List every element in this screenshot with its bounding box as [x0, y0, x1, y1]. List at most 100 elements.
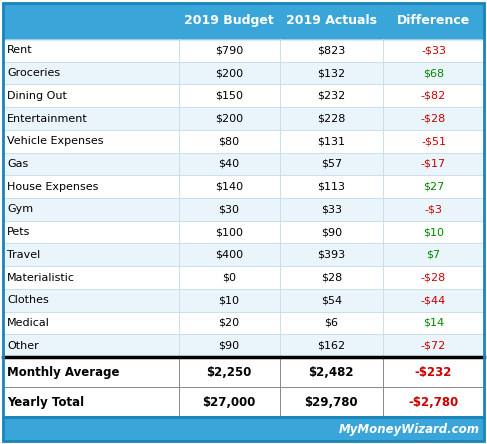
- Text: Groceries: Groceries: [7, 68, 60, 78]
- Bar: [179, 175, 280, 198]
- Text: $0: $0: [222, 273, 236, 282]
- Bar: [179, 312, 280, 334]
- Bar: [280, 266, 383, 289]
- Bar: [280, 153, 383, 175]
- Text: $790: $790: [215, 45, 243, 56]
- Text: $232: $232: [317, 91, 345, 101]
- Bar: [3, 334, 179, 357]
- Text: -$2,780: -$2,780: [409, 396, 459, 408]
- Bar: [3, 107, 179, 130]
- Bar: [3, 289, 179, 312]
- Bar: [3, 357, 179, 387]
- Bar: [383, 312, 484, 334]
- Bar: [3, 266, 179, 289]
- Text: Dining Out: Dining Out: [7, 91, 67, 101]
- Text: $140: $140: [215, 182, 243, 192]
- Bar: [3, 175, 179, 198]
- Bar: [280, 107, 383, 130]
- Bar: [179, 107, 280, 130]
- Text: 2019 Budget: 2019 Budget: [184, 15, 274, 28]
- Bar: [179, 221, 280, 243]
- Bar: [280, 312, 383, 334]
- Text: $40: $40: [219, 159, 240, 169]
- Text: $823: $823: [317, 45, 345, 56]
- Text: $29,780: $29,780: [304, 396, 358, 408]
- Text: $2,482: $2,482: [309, 365, 354, 378]
- Bar: [383, 387, 484, 417]
- Text: Other: Other: [7, 341, 39, 351]
- Bar: [280, 39, 383, 62]
- Text: $80: $80: [219, 136, 240, 146]
- Text: $113: $113: [318, 182, 345, 192]
- Bar: [383, 243, 484, 266]
- Bar: [280, 130, 383, 153]
- Text: $2,250: $2,250: [206, 365, 252, 378]
- Bar: [383, 62, 484, 84]
- Bar: [383, 334, 484, 357]
- Text: -$44: -$44: [421, 295, 446, 305]
- Bar: [3, 130, 179, 153]
- Bar: [280, 3, 383, 39]
- Bar: [179, 387, 280, 417]
- Text: $100: $100: [215, 227, 243, 237]
- Text: $14: $14: [423, 318, 444, 328]
- Bar: [3, 243, 179, 266]
- Bar: [383, 221, 484, 243]
- Bar: [3, 62, 179, 84]
- Bar: [280, 84, 383, 107]
- Bar: [280, 243, 383, 266]
- Bar: [179, 198, 280, 221]
- Bar: [179, 289, 280, 312]
- Bar: [383, 3, 484, 39]
- Text: $27: $27: [423, 182, 444, 192]
- Text: House Expenses: House Expenses: [7, 182, 98, 192]
- Bar: [280, 334, 383, 357]
- Bar: [280, 62, 383, 84]
- Bar: [3, 153, 179, 175]
- Bar: [280, 289, 383, 312]
- Bar: [3, 84, 179, 107]
- Text: Vehicle Expenses: Vehicle Expenses: [7, 136, 104, 146]
- Text: $57: $57: [321, 159, 342, 169]
- Bar: [383, 289, 484, 312]
- Bar: [383, 39, 484, 62]
- Text: $10: $10: [219, 295, 240, 305]
- Bar: [383, 266, 484, 289]
- Text: $150: $150: [215, 91, 243, 101]
- Bar: [383, 198, 484, 221]
- Text: Gym: Gym: [7, 204, 33, 214]
- Text: Clothes: Clothes: [7, 295, 49, 305]
- Bar: [179, 62, 280, 84]
- Bar: [3, 417, 484, 441]
- Text: -$51: -$51: [421, 136, 446, 146]
- Text: $90: $90: [219, 341, 240, 351]
- Bar: [383, 153, 484, 175]
- Bar: [3, 39, 179, 62]
- Text: Materialistic: Materialistic: [7, 273, 75, 282]
- Text: $131: $131: [318, 136, 345, 146]
- Bar: [280, 198, 383, 221]
- Bar: [179, 243, 280, 266]
- Text: -$33: -$33: [421, 45, 446, 56]
- Bar: [179, 39, 280, 62]
- Bar: [383, 175, 484, 198]
- Bar: [280, 175, 383, 198]
- Text: Difference: Difference: [397, 15, 470, 28]
- Text: -$3: -$3: [425, 204, 443, 214]
- Text: -$72: -$72: [421, 341, 446, 351]
- Text: Rent: Rent: [7, 45, 33, 56]
- Bar: [3, 221, 179, 243]
- Bar: [179, 3, 280, 39]
- Text: -$232: -$232: [415, 365, 452, 378]
- Text: -$28: -$28: [421, 114, 446, 123]
- Text: $33: $33: [321, 204, 342, 214]
- Bar: [280, 357, 383, 387]
- Bar: [383, 84, 484, 107]
- Text: $6: $6: [324, 318, 338, 328]
- Text: $20: $20: [219, 318, 240, 328]
- Text: Medical: Medical: [7, 318, 50, 328]
- Text: Pets: Pets: [7, 227, 30, 237]
- Bar: [3, 417, 484, 441]
- Text: -$28: -$28: [421, 273, 446, 282]
- Text: $54: $54: [321, 295, 342, 305]
